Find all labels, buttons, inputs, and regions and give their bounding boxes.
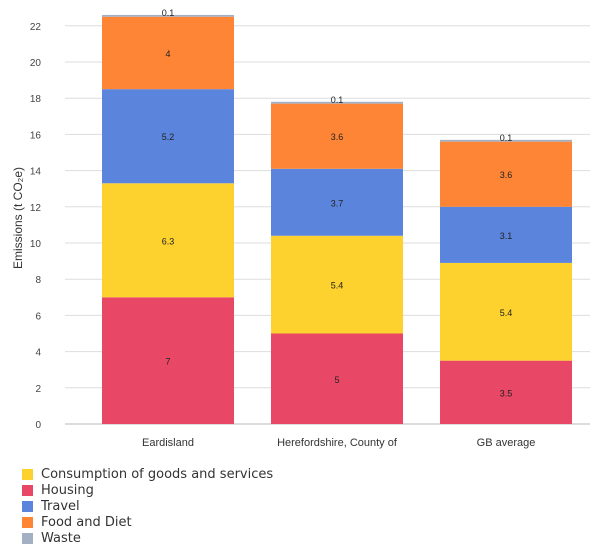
data-label: 4 bbox=[165, 49, 170, 59]
legend-swatch bbox=[22, 484, 33, 496]
bar-travel bbox=[271, 168, 403, 236]
y-tick-label: 20 bbox=[30, 58, 42, 69]
legend-item: Food and Diet bbox=[22, 514, 273, 530]
x-tick-label: GB average bbox=[477, 437, 536, 449]
legend-label: Waste bbox=[41, 530, 81, 546]
bar-housing bbox=[440, 360, 572, 424]
data-label: 5.4 bbox=[500, 308, 513, 318]
legend-swatch bbox=[22, 468, 33, 480]
legend-item: Waste bbox=[22, 530, 273, 546]
y-axis-title: Emissions (t CO₂e) bbox=[11, 167, 25, 269]
data-labels: 7 6.3 5.2 4 0.1 5 5.4 3.7 3.6 0.1 3.5 5.4 3.1 3.6 0.1 bbox=[162, 8, 513, 398]
bar-consumption bbox=[102, 183, 234, 298]
data-label: 3.6 bbox=[331, 132, 344, 142]
bar-housing bbox=[271, 333, 403, 424]
legend-swatch bbox=[22, 500, 33, 512]
legend-swatch bbox=[22, 532, 33, 544]
legend-item: Travel bbox=[22, 498, 273, 514]
y-tick-label: 14 bbox=[30, 167, 42, 178]
data-label: 3.6 bbox=[500, 170, 513, 180]
data-label: 3.7 bbox=[331, 198, 344, 208]
y-tick-label: 10 bbox=[30, 239, 42, 250]
y-tick-label: 8 bbox=[35, 275, 41, 286]
bar-food bbox=[102, 16, 234, 90]
x-tick-label: Eardisland bbox=[142, 437, 194, 449]
y-tick-label: 4 bbox=[35, 348, 41, 359]
bar-waste bbox=[440, 139, 572, 142]
data-label: 3.1 bbox=[500, 231, 513, 241]
chart-canvas: 0 2 4 6 8 10 12 14 16 18 20 22 7 6.3 5.2 4 0.1 5 5.4 3.7 3.… bbox=[11, 8, 590, 449]
legend-label: Consumption of goods and services bbox=[41, 466, 274, 482]
y-axis-ticks: 0 2 4 6 8 10 12 14 16 18 20 22 bbox=[30, 22, 42, 431]
bar-consumption bbox=[440, 262, 572, 361]
bar-food bbox=[271, 103, 403, 169]
data-label: 5.4 bbox=[331, 281, 344, 291]
legend-item: Consumption of goods and services bbox=[22, 466, 273, 482]
legend-label: Food and Diet bbox=[41, 514, 132, 530]
legend-swatch bbox=[22, 516, 33, 528]
y-tick-label: 2 bbox=[35, 384, 41, 395]
x-axis-ticks: Eardisland Herefordshire, County of GB ave… bbox=[142, 437, 535, 449]
data-label: 0.1 bbox=[162, 8, 175, 18]
bars bbox=[102, 14, 572, 424]
bar-housing bbox=[102, 297, 234, 424]
bar-waste bbox=[271, 101, 403, 104]
bar-travel bbox=[440, 206, 572, 263]
y-tick-label: 6 bbox=[35, 311, 41, 322]
y-tick-label: 12 bbox=[30, 203, 42, 214]
data-label: 3.5 bbox=[500, 388, 513, 398]
data-label: 0.1 bbox=[500, 133, 513, 143]
y-tick-label: 0 bbox=[35, 420, 41, 431]
bar-food bbox=[440, 141, 572, 207]
legend-label: Travel bbox=[41, 498, 80, 514]
y-tick-label: 18 bbox=[30, 94, 42, 105]
bar-travel bbox=[102, 89, 234, 184]
legend-item: Housing bbox=[22, 482, 273, 498]
y-tick-label: 22 bbox=[30, 22, 42, 33]
legend-label: Housing bbox=[41, 482, 94, 498]
x-tick-label: Herefordshire, County of bbox=[277, 437, 398, 449]
legend: Consumption of goods and services Housing… bbox=[22, 466, 273, 546]
data-label: 5.2 bbox=[162, 132, 175, 142]
data-label: 0.1 bbox=[331, 95, 344, 105]
bar-waste bbox=[102, 14, 234, 17]
data-label: 7 bbox=[165, 357, 170, 367]
y-tick-label: 16 bbox=[30, 130, 42, 141]
bar-consumption bbox=[271, 235, 403, 334]
data-label: 5 bbox=[334, 375, 339, 385]
data-label: 6.3 bbox=[162, 236, 175, 246]
